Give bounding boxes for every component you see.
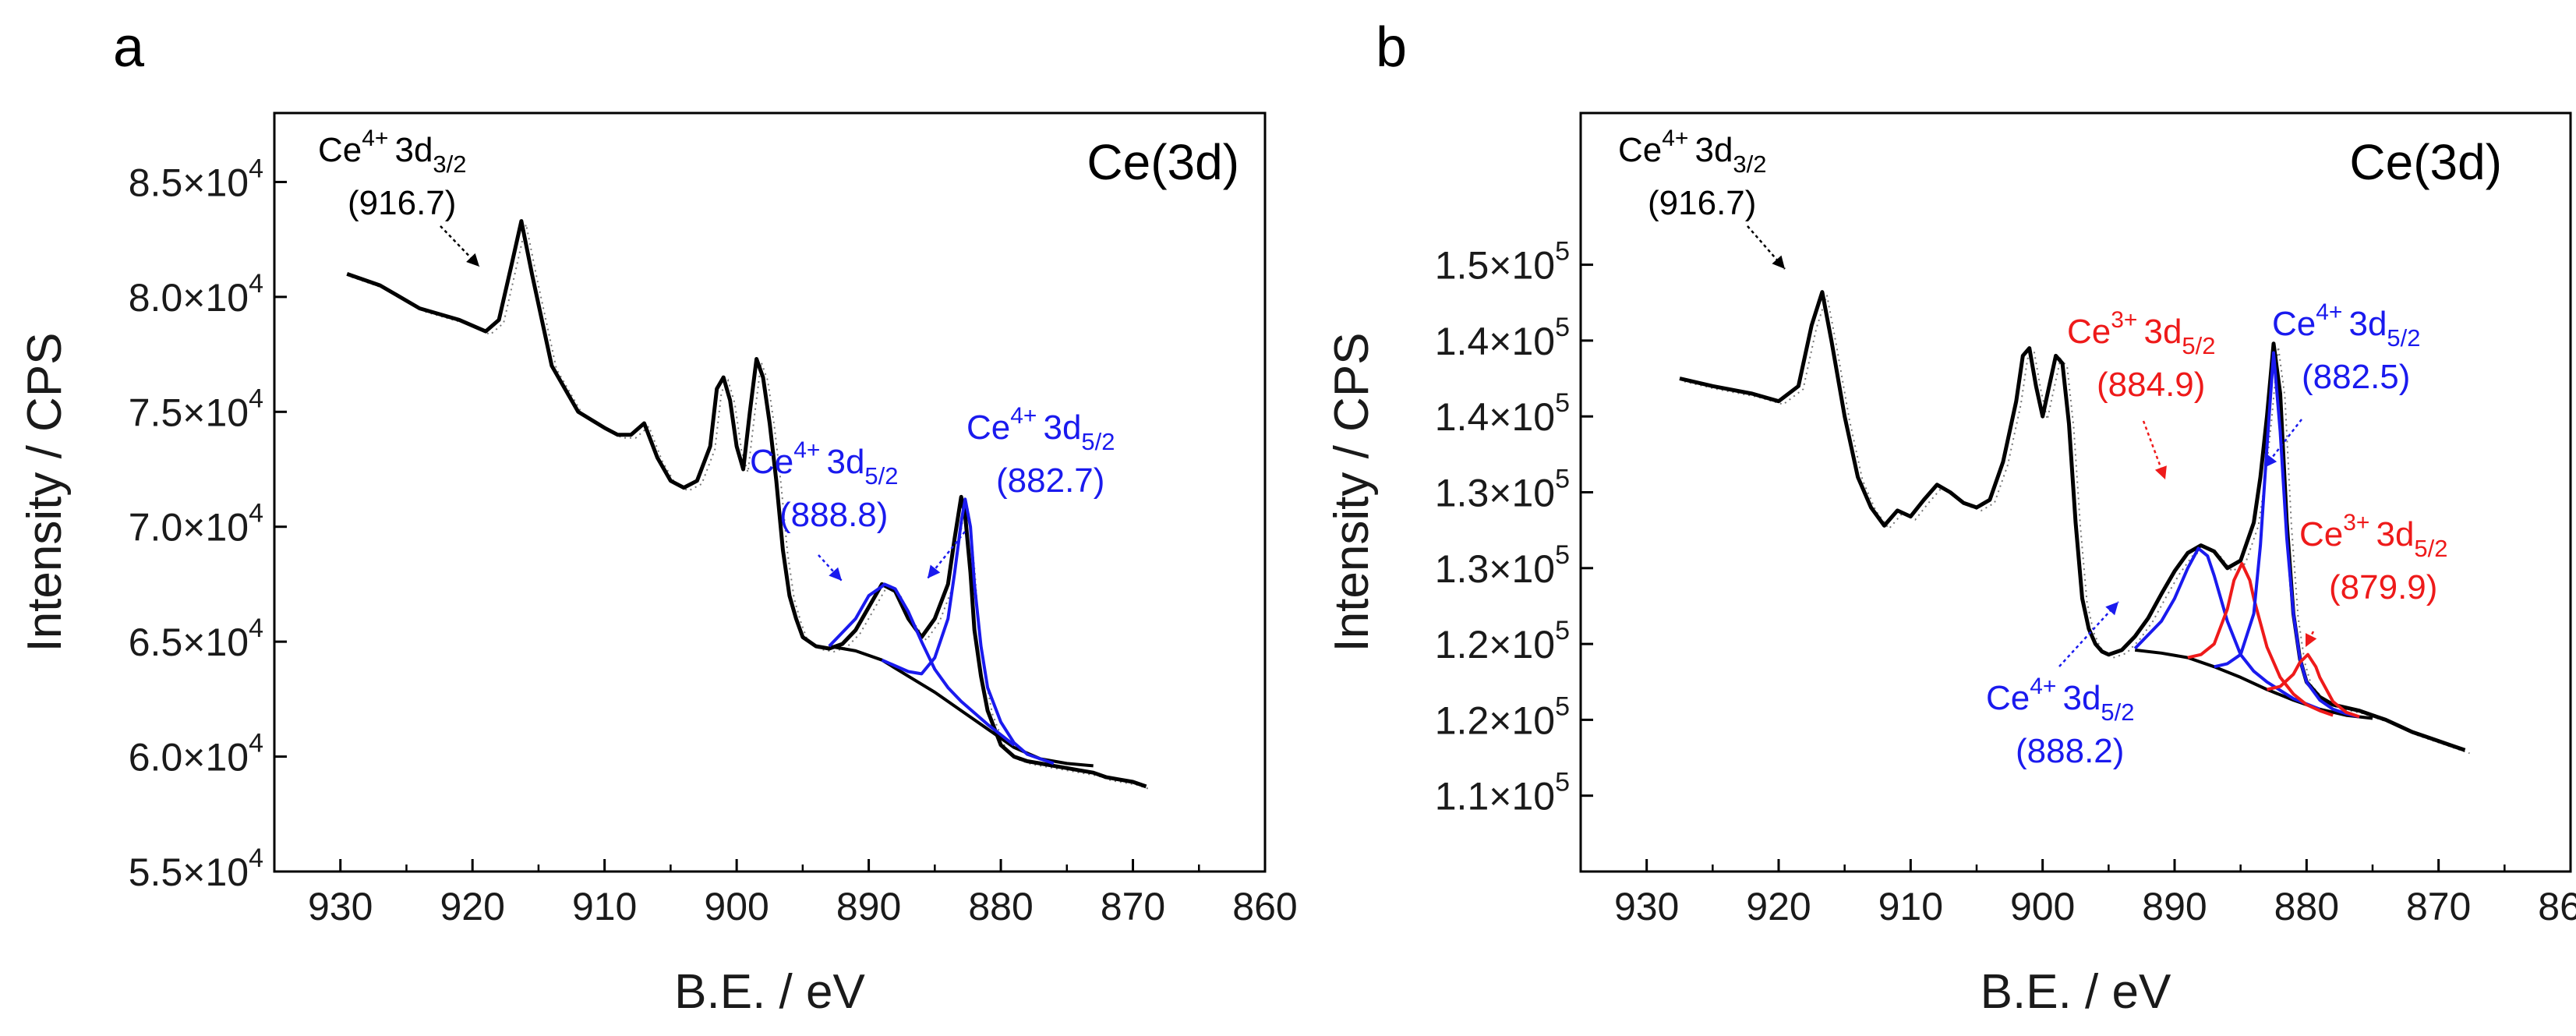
peak-annotation-value: (916.7): [348, 184, 456, 222]
series-line-spectrum: [346, 219, 1147, 789]
peak-annotation-value: (884.9): [2097, 366, 2205, 404]
panel-a: a Ce(3d) 930 920 910 900 890 880 870 860 5.5×104 6.…: [18, 16, 1298, 1019]
x-tick-label: 870: [2406, 885, 2471, 928]
series-line-ce4-3d5-2-888-2-: [2133, 546, 2321, 711]
annotation-arrowhead: [466, 253, 479, 267]
peak-annotation-label: Ce4+ 3d5/2: [2272, 299, 2421, 352]
raw-data-dots: [351, 224, 1151, 790]
x-tick-label: 920: [440, 885, 504, 928]
x-tick-label: 890: [836, 885, 901, 928]
series-line-ce3-3d5-2-884-9-: [2187, 562, 2334, 717]
y-tick-label: 1.1×105: [1435, 768, 1570, 819]
chart-title: Ce(3d): [1087, 134, 1239, 190]
peak-annotation-label: Ce3+ 3d5/2: [2299, 510, 2448, 562]
peak-annotation-label: Ce4+ 3d5/2: [1986, 674, 2135, 726]
peak-annotation-value: (882.7): [996, 461, 1104, 500]
annotation-arrowhead: [2264, 454, 2277, 468]
peak-annotation-value: (916.7): [1648, 184, 1756, 222]
x-tick-label: 910: [1878, 885, 1943, 928]
peak-annotation-value: (888.2): [2016, 732, 2124, 770]
series-line-background: [829, 645, 1094, 768]
annotation-arrow: [2058, 601, 2119, 667]
panel-letter: a: [113, 16, 145, 79]
x-tick-label: 900: [704, 885, 769, 928]
y-axis-label: Intensity / CPS: [1325, 332, 1379, 652]
x-tick-label: 890: [2142, 885, 2207, 928]
peak-annotation-value: (882.5): [2302, 358, 2410, 396]
y-tick-label: 1.4×105: [1435, 388, 1570, 439]
series-line-ce4-3d5-2-882-7-: [881, 497, 1055, 766]
annotation-arrowhead: [2154, 465, 2167, 479]
peak-annotation-label: Ce4+ 3d5/2: [750, 437, 899, 490]
peak-annotation-value: (888.8): [779, 496, 888, 534]
series-line-ce4-3d5-2-882-5-: [2214, 351, 2360, 719]
plot-frame: [273, 111, 1267, 873]
series-line-ce3-3d5-2-879-9-: [2267, 652, 2360, 719]
y-tick-label: 1.3×105: [1435, 540, 1570, 591]
peak-annotation-value: (879.9): [2329, 568, 2437, 606]
x-axis-label: B.E. / eV: [674, 965, 865, 1019]
y-tick-label: 1.5×105: [1435, 237, 1570, 288]
peak-annotation-label: Ce4+ 3d3/2: [318, 126, 467, 178]
annotation-arrowhead: [1772, 255, 1785, 269]
chart-title: Ce(3d): [2349, 134, 2502, 190]
peak-annotation-label: Ce4+ 3d5/2: [966, 403, 1115, 455]
annotation-arrowhead: [2306, 633, 2317, 647]
x-tick-label: 930: [1614, 885, 1679, 928]
y-tick-label: 1.3×105: [1435, 465, 1570, 515]
series-line-spectrum: [1679, 290, 2466, 752]
x-tick-label: 880: [2274, 885, 2339, 928]
x-tick-label: 870: [1101, 885, 1165, 928]
x-tick-label: 910: [572, 885, 637, 928]
x-axis-label: B.E. / eV: [1981, 965, 2171, 1019]
y-tick-label: 7.0×104: [129, 499, 263, 550]
y-tick-label: 8.0×104: [129, 269, 263, 320]
y-tick-label: 7.5×104: [129, 384, 263, 434]
y-tick-label: 1.4×105: [1435, 313, 1570, 363]
annotation-arrowhead: [928, 564, 941, 578]
x-tick-label: 860: [2538, 885, 2576, 928]
y-tick-label: 6.5×104: [129, 613, 263, 664]
annotation-arrowhead: [829, 567, 842, 581]
x-tick-label: 900: [2010, 885, 2075, 928]
series-line-ce4-3d5-2-888-8-: [828, 582, 1016, 747]
y-tick-label: 6.0×104: [129, 729, 263, 780]
annotation-arrowhead: [2105, 602, 2118, 616]
series-line-background: [2134, 648, 2373, 720]
peak-annotation-label: Ce3+ 3d5/2: [2067, 307, 2216, 359]
y-tick-label: 5.5×104: [129, 843, 263, 894]
y-axis-label: Intensity / CPS: [18, 332, 72, 652]
peak-annotation-label: Ce4+ 3d3/2: [1618, 126, 1767, 178]
x-tick-label: 860: [1232, 885, 1297, 928]
x-tick-label: 930: [308, 885, 373, 928]
panel-b: b Ce(3d) 930 920 910 900 890 880 870 860 1.1×105 1.…: [1325, 16, 2576, 1019]
x-tick-label: 880: [968, 885, 1033, 928]
x-tick-label: 920: [1746, 885, 1811, 928]
y-tick-label: 1.2×105: [1435, 616, 1570, 667]
y-tick-label: 8.5×104: [129, 154, 263, 204]
y-tick-label: 1.2×105: [1435, 691, 1570, 742]
panel-letter: b: [1376, 16, 1407, 79]
